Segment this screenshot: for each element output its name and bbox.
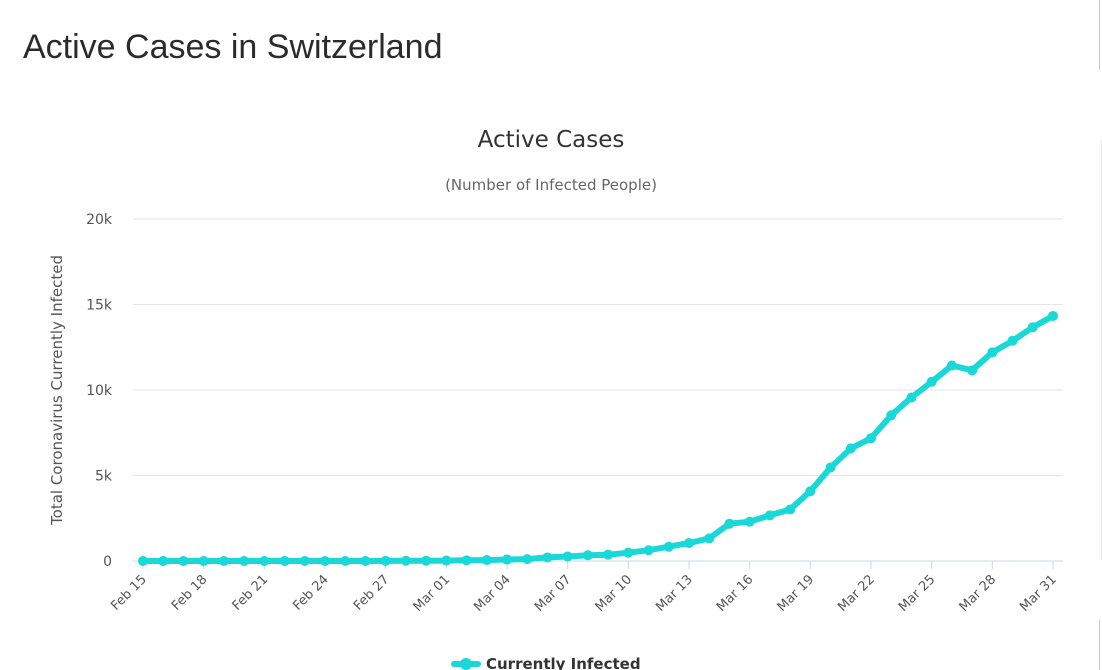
data-point[interactable] bbox=[967, 365, 978, 376]
y-tick-label: 10k bbox=[86, 383, 113, 399]
data-point[interactable] bbox=[886, 410, 897, 421]
data-point[interactable] bbox=[582, 550, 593, 561]
data-point[interactable] bbox=[623, 547, 634, 558]
x-tick-label: Feb 24 bbox=[290, 572, 332, 614]
x-tick-label: Mar 19 bbox=[775, 572, 818, 615]
data-point[interactable] bbox=[461, 555, 472, 566]
page-title: Active Cases in Switzerland bbox=[23, 28, 443, 66]
data-point[interactable] bbox=[259, 556, 270, 566]
x-tick-label: Mar 31 bbox=[1017, 572, 1060, 615]
data-point[interactable] bbox=[906, 392, 917, 403]
chart-subtitle: (Number of Infected People) bbox=[445, 176, 657, 194]
data-point[interactable] bbox=[299, 556, 310, 566]
data-point[interactable] bbox=[380, 555, 391, 566]
data-point[interactable] bbox=[441, 555, 452, 566]
y-axis-title: Total Coronavirus Currently Infected bbox=[48, 255, 66, 526]
data-point[interactable] bbox=[704, 533, 715, 544]
right-border-line-top bbox=[1099, 0, 1100, 70]
x-tick-label: Mar 01 bbox=[411, 572, 454, 615]
legend-label[interactable]: Currently Infected bbox=[486, 655, 641, 670]
data-point[interactable] bbox=[340, 555, 351, 566]
x-tick-label: Mar 04 bbox=[471, 572, 514, 615]
x-tick-label: Mar 10 bbox=[593, 572, 636, 615]
data-point[interactable] bbox=[279, 556, 290, 566]
data-point[interactable] bbox=[542, 552, 553, 563]
legend-marker-symbol bbox=[460, 658, 472, 670]
data-point[interactable] bbox=[663, 541, 674, 552]
data-point[interactable] bbox=[198, 556, 209, 566]
x-tick-label: Feb 21 bbox=[230, 572, 272, 614]
x-tick-label: Mar 13 bbox=[653, 572, 696, 615]
x-tick-label: Feb 27 bbox=[351, 572, 393, 614]
data-point[interactable] bbox=[158, 556, 169, 566]
series-currently-infected bbox=[138, 310, 1058, 566]
data-point[interactable] bbox=[522, 554, 533, 565]
data-point[interactable] bbox=[987, 347, 998, 358]
y-tick-label: 20k bbox=[86, 212, 113, 228]
x-axis-tick-labels: Feb 15 Feb 18 Feb 21 Feb 24 Feb 27 Mar 01 Mar … bbox=[108, 561, 1060, 615]
data-point[interactable] bbox=[421, 555, 432, 566]
data-point[interactable] bbox=[218, 556, 229, 566]
data-point[interactable] bbox=[866, 433, 876, 444]
data-point[interactable] bbox=[239, 556, 250, 566]
data-point[interactable] bbox=[724, 518, 735, 529]
y-tick-label: 15k bbox=[86, 298, 113, 314]
data-point[interactable] bbox=[400, 555, 411, 566]
data-point[interactable] bbox=[178, 556, 189, 566]
x-tick-label: Feb 15 bbox=[108, 572, 150, 614]
data-point[interactable] bbox=[946, 360, 957, 371]
x-tick-label: Mar 07 bbox=[532, 572, 575, 615]
data-point[interactable] bbox=[926, 376, 937, 387]
y-tick-label: 5k bbox=[95, 469, 113, 485]
series-line bbox=[140, 313, 1056, 564]
chart-title: Active Cases bbox=[478, 127, 625, 153]
x-tick-label: Mar 28 bbox=[957, 572, 1000, 615]
x-tick-label: Feb 18 bbox=[169, 572, 211, 614]
data-point[interactable] bbox=[1007, 335, 1018, 346]
right-border-line-bottom bbox=[1099, 620, 1100, 670]
data-point[interactable] bbox=[764, 510, 775, 521]
data-point[interactable] bbox=[603, 549, 614, 560]
data-point[interactable] bbox=[481, 555, 492, 566]
legend[interactable]: Currently Infected bbox=[451, 655, 641, 670]
data-point[interactable] bbox=[1048, 310, 1058, 321]
data-point[interactable] bbox=[360, 555, 371, 566]
data-point[interactable] bbox=[138, 556, 148, 566]
x-tick-label: Mar 25 bbox=[896, 572, 939, 615]
x-tick-label: Mar 22 bbox=[835, 572, 878, 615]
data-point[interactable] bbox=[643, 545, 654, 556]
data-point[interactable] bbox=[825, 462, 836, 473]
data-point[interactable] bbox=[805, 486, 816, 497]
data-point[interactable] bbox=[744, 516, 755, 527]
data-point[interactable] bbox=[684, 538, 694, 549]
data-point[interactable] bbox=[845, 443, 856, 454]
data-point[interactable] bbox=[785, 504, 796, 515]
data-point[interactable] bbox=[502, 554, 512, 565]
y-tick-label: 0 bbox=[103, 554, 112, 570]
data-point[interactable] bbox=[320, 556, 330, 566]
x-tick-label: Mar 16 bbox=[714, 572, 757, 615]
data-point[interactable] bbox=[562, 551, 573, 562]
y-axis-tick-labels: 0 5k 10k 15k 20k bbox=[86, 212, 113, 570]
data-point[interactable] bbox=[1027, 322, 1038, 333]
